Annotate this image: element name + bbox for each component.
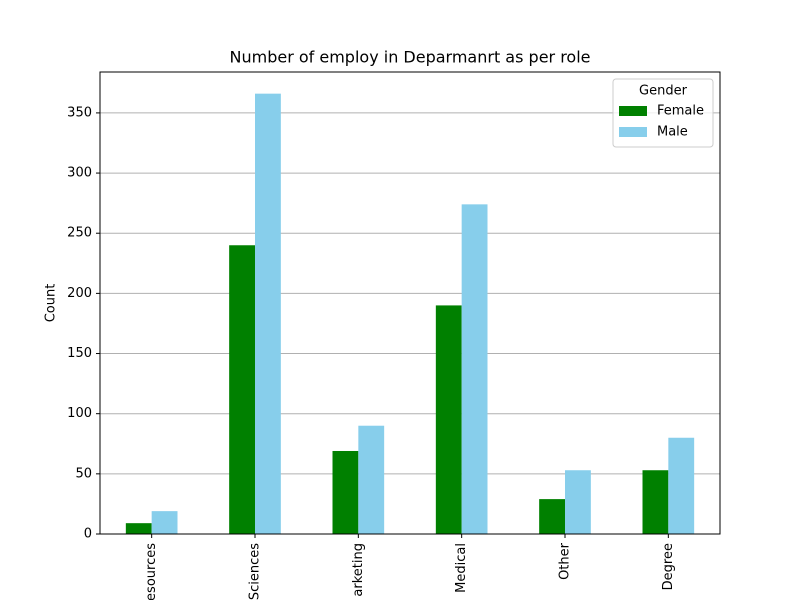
bar	[229, 245, 255, 534]
bar	[565, 470, 591, 534]
x-tick-label: esources	[144, 543, 159, 600]
legend-label: Male	[657, 125, 688, 140]
x-tick-label: Other	[558, 542, 573, 580]
y-tick-label: 0	[84, 527, 92, 542]
chart-title: Number of employ in Deparmanrt as per ro…	[230, 48, 591, 67]
y-tick-label: 200	[67, 286, 92, 301]
x-tick-label: Medical	[454, 543, 469, 593]
y-tick-label: 150	[67, 346, 92, 361]
bar	[125, 523, 152, 534]
x-tick-label: arketing	[351, 543, 366, 597]
x-tick-label: Degree	[661, 543, 676, 590]
legend-swatch	[619, 106, 647, 116]
y-tick-label: 350	[67, 105, 92, 120]
bar	[151, 511, 178, 534]
bar	[642, 470, 669, 534]
legend-title: Gender	[639, 84, 688, 99]
bar	[332, 450, 359, 534]
x-tick-label: Sciences	[248, 543, 263, 600]
y-tick-label: 300	[67, 166, 92, 181]
plot-frame	[99, 71, 721, 535]
legend-swatch	[619, 127, 647, 137]
bar	[358, 425, 385, 534]
bar	[668, 437, 695, 534]
y-tick-label: 250	[67, 226, 92, 241]
legend-label: Female	[657, 104, 704, 119]
bar	[539, 499, 565, 534]
bar	[461, 204, 488, 534]
y-tick-label: 50	[75, 466, 92, 481]
y-tick-label: 100	[67, 406, 92, 421]
bar	[255, 93, 281, 534]
bar	[435, 305, 462, 534]
y-axis-label: Count	[44, 284, 59, 323]
